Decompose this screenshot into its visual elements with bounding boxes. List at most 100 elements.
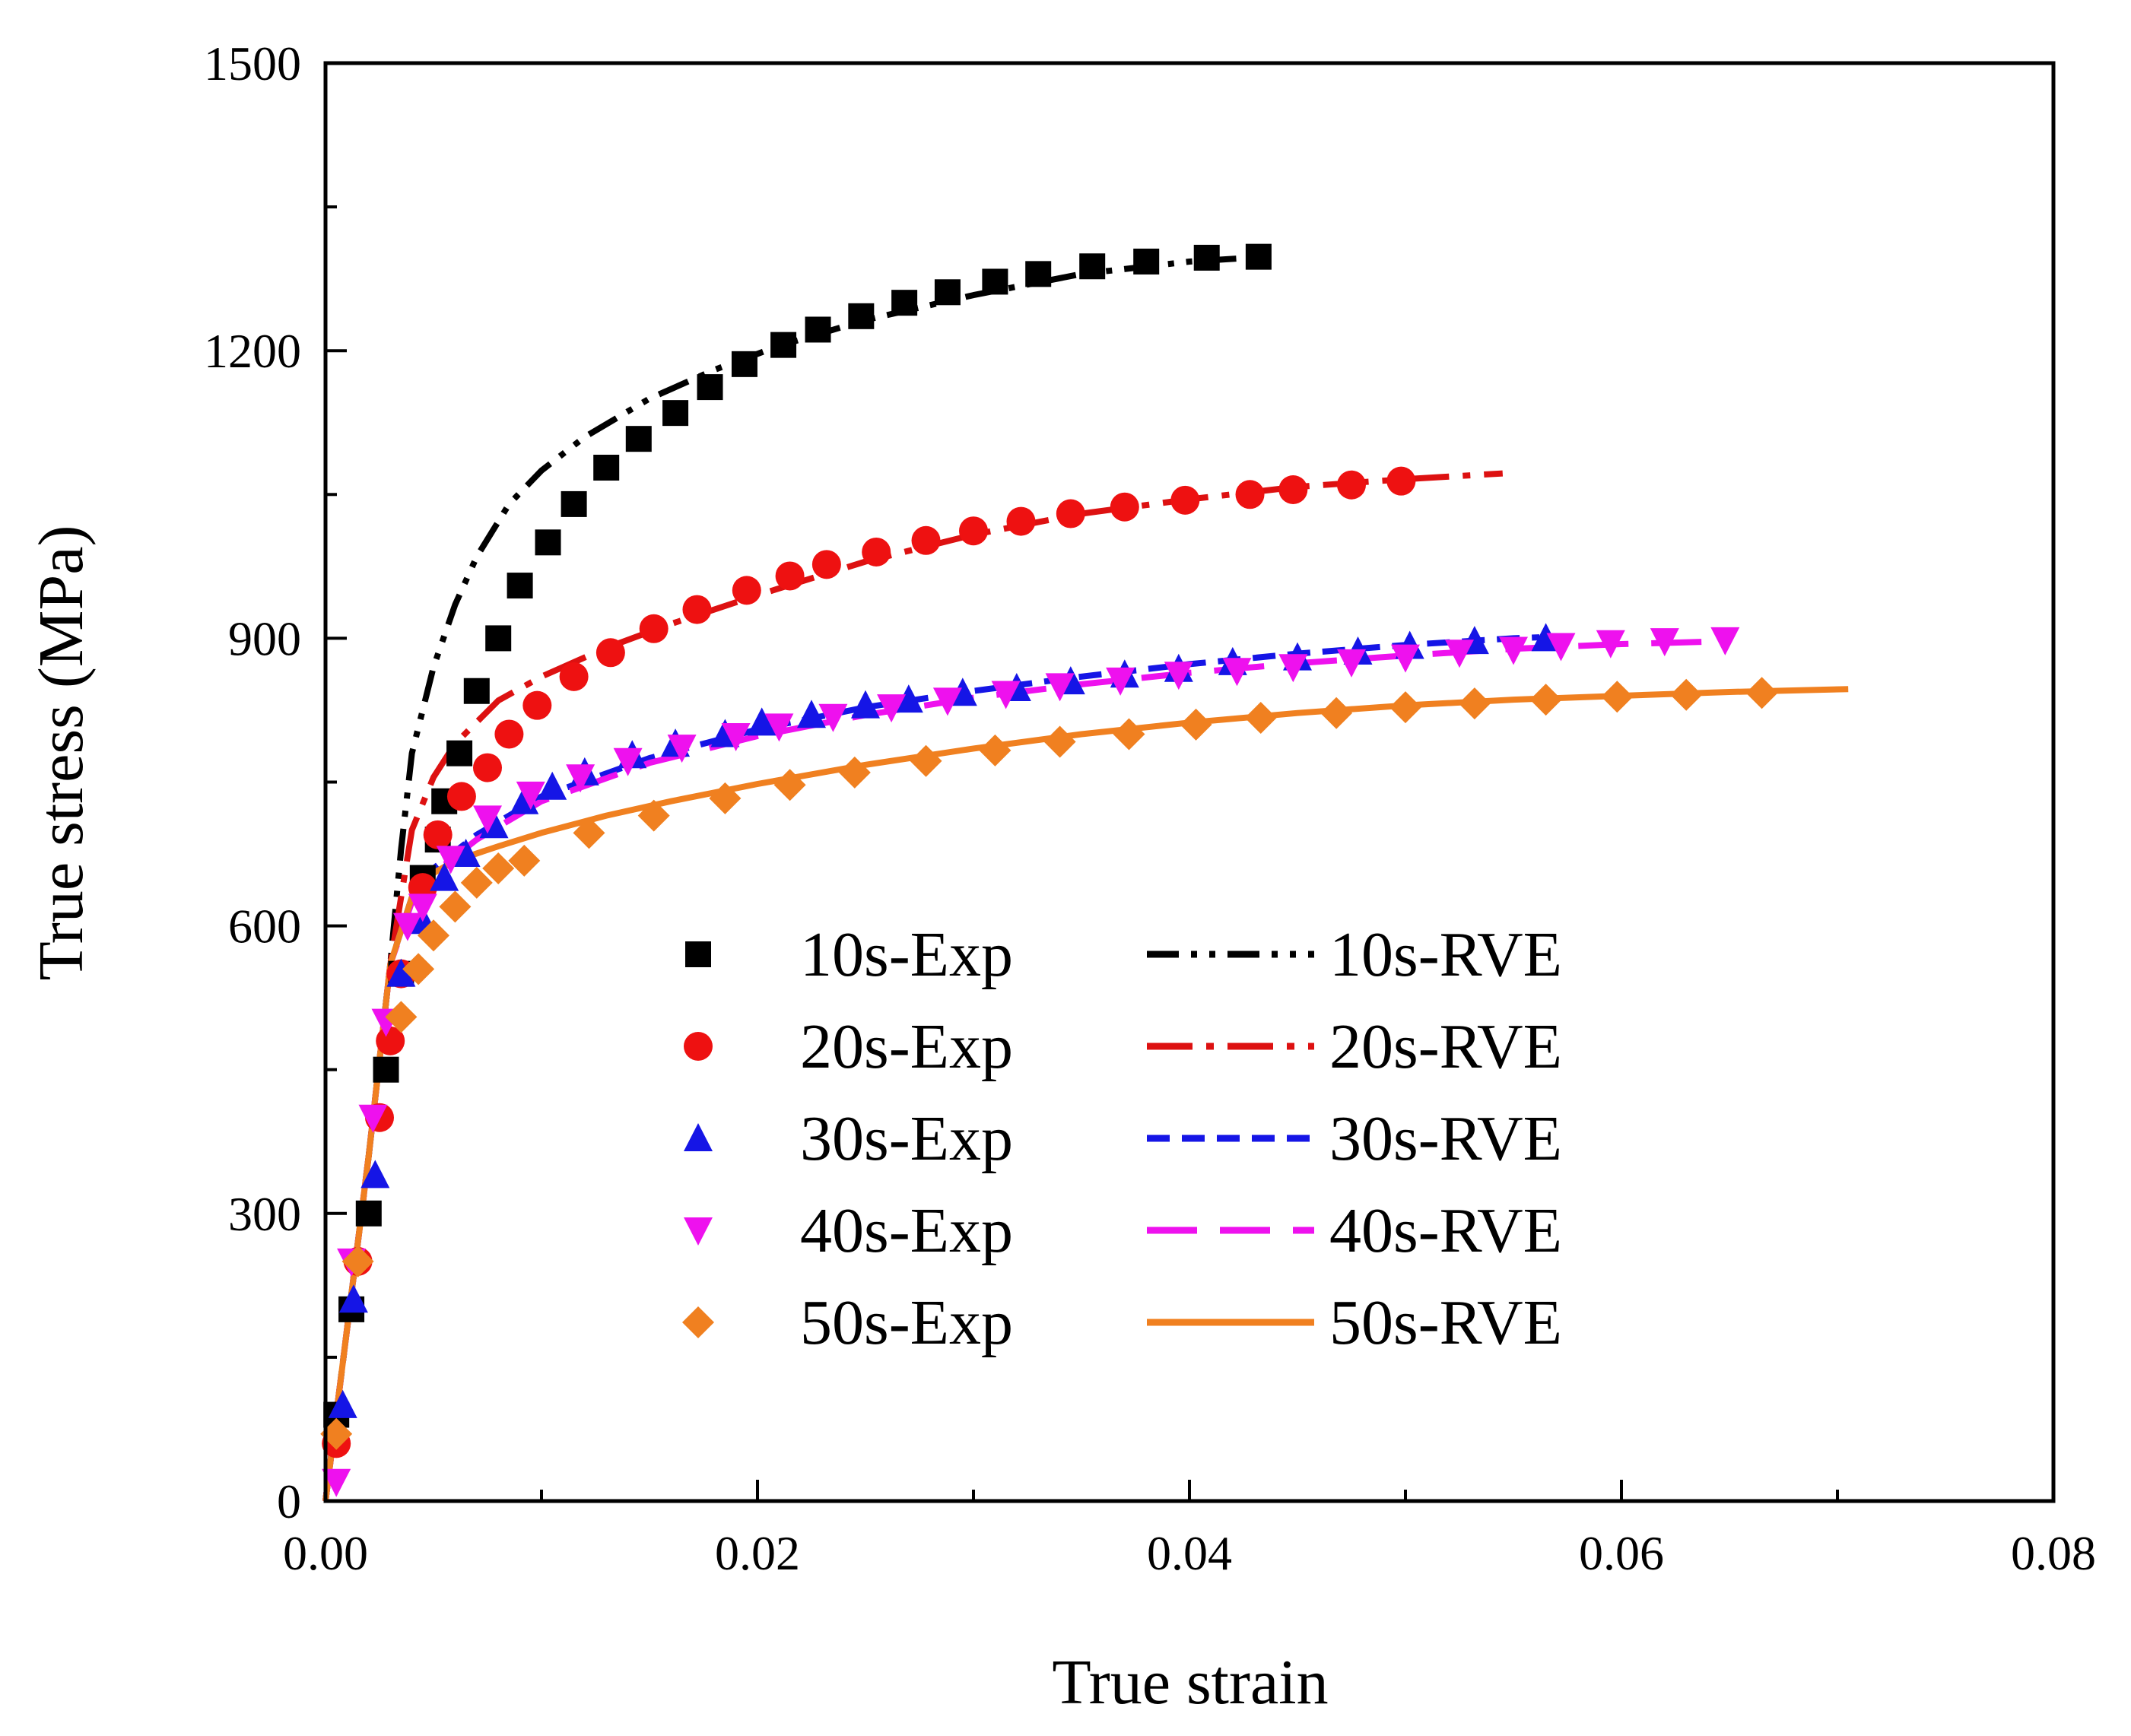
x-tick-label: 0.04	[1147, 1526, 1232, 1580]
data-point	[392, 912, 422, 941]
data-point	[451, 839, 481, 868]
data-point	[446, 740, 473, 766]
data-point	[732, 576, 761, 605]
y-axis-title: True stress (MPa)	[26, 525, 97, 981]
legend-marker	[684, 1123, 713, 1151]
data-point	[1079, 253, 1106, 280]
legend-label: 50s-Exp	[800, 1287, 1013, 1358]
data-point	[320, 1417, 353, 1450]
legend-label: 20s-RVE	[1329, 1011, 1562, 1082]
legend-marker	[684, 1032, 713, 1061]
data-point	[1601, 681, 1634, 713]
data-point	[538, 771, 567, 800]
data-point	[328, 1389, 357, 1418]
data-point	[1499, 636, 1528, 665]
series-markers-10s-Exp	[323, 243, 1272, 1428]
data-point	[482, 852, 515, 884]
data-point	[423, 820, 453, 849]
y-tick-label: 1200	[204, 324, 301, 378]
data-point	[1670, 678, 1703, 711]
series-line-50s-RVE	[322, 686, 1849, 1502]
data-point	[338, 1284, 368, 1313]
data-point	[1133, 248, 1160, 275]
data-point	[516, 781, 545, 810]
data-point	[430, 862, 459, 891]
data-point	[877, 694, 907, 723]
data-point	[862, 537, 891, 567]
data-point	[1278, 474, 1308, 504]
data-point	[1245, 243, 1272, 270]
data-point	[566, 764, 595, 793]
data-point	[386, 958, 416, 987]
legend: 10s-Exp 20s-Exp 30s-Exp 40s-Exp 50s-Exp 10s-R…	[682, 919, 1562, 1358]
data-point	[1529, 684, 1562, 716]
data-point	[1164, 662, 1193, 690]
data-point	[1244, 702, 1277, 735]
data-point	[1113, 718, 1145, 751]
legend-label: 20s-Exp	[800, 1011, 1013, 1082]
legend-entry: 50s-RVE	[1147, 1287, 1562, 1358]
data-point	[1596, 630, 1625, 659]
data-point	[1045, 673, 1075, 702]
data-point	[463, 678, 490, 704]
data-point	[1320, 697, 1353, 729]
x-tick-label: 0.00	[283, 1526, 368, 1580]
data-point	[559, 662, 589, 691]
data-point	[721, 722, 751, 751]
data-point	[747, 707, 776, 736]
data-point	[851, 690, 880, 719]
data-point	[561, 490, 587, 517]
data-point	[911, 525, 941, 555]
data-point	[979, 734, 1012, 766]
legend-entry: 10s-RVE	[1147, 919, 1562, 990]
data-point	[991, 681, 1021, 709]
data-point	[1110, 492, 1139, 522]
data-point	[805, 316, 831, 343]
data-point	[535, 529, 561, 556]
data-point	[818, 703, 848, 732]
legend-entry: 40s-RVE	[1147, 1195, 1562, 1266]
data-point	[1458, 687, 1491, 720]
data-point	[811, 550, 841, 579]
data-point	[891, 290, 918, 316]
data-point	[697, 374, 723, 401]
legend-entry: 40s-Exp	[684, 1195, 1013, 1266]
y-tick-label: 300	[228, 1187, 301, 1241]
y-tick-label: 1500	[204, 36, 301, 90]
data-point	[573, 817, 605, 849]
data-point	[402, 953, 435, 985]
y-tick-label: 0	[277, 1474, 301, 1528]
plot-frame	[323, 61, 2056, 1503]
data-point	[934, 279, 961, 306]
data-point	[522, 690, 552, 720]
data-point	[662, 400, 689, 427]
data-point	[1389, 691, 1421, 724]
data-point	[1222, 658, 1252, 687]
data-point	[639, 614, 669, 643]
data-point	[439, 890, 472, 923]
data-point	[593, 455, 620, 481]
legend-entry: 10s-Exp	[685, 919, 1013, 990]
data-point	[773, 769, 806, 801]
legend-entry: 20s-Exp	[684, 1011, 1013, 1082]
data-point	[460, 866, 493, 899]
data-point	[1193, 244, 1220, 271]
data-point	[625, 426, 652, 452]
data-point	[1710, 627, 1740, 655]
data-point	[1235, 480, 1265, 509]
legend-label: 30s-Exp	[800, 1103, 1013, 1174]
data-point	[360, 1160, 390, 1189]
data-point	[418, 919, 449, 952]
data-point	[322, 1468, 351, 1497]
legend-label: 50s-RVE	[1329, 1287, 1562, 1358]
legend-label: 10s-Exp	[800, 919, 1013, 990]
data-point	[982, 268, 1008, 295]
legend-entry: 50s-Exp	[682, 1287, 1013, 1358]
data-point	[485, 625, 512, 652]
data-point	[1391, 644, 1420, 673]
legend-label: 10s-RVE	[1329, 919, 1562, 990]
data-point	[770, 332, 797, 358]
data-point	[408, 893, 437, 922]
data-point	[932, 687, 962, 716]
data-point	[667, 735, 697, 763]
